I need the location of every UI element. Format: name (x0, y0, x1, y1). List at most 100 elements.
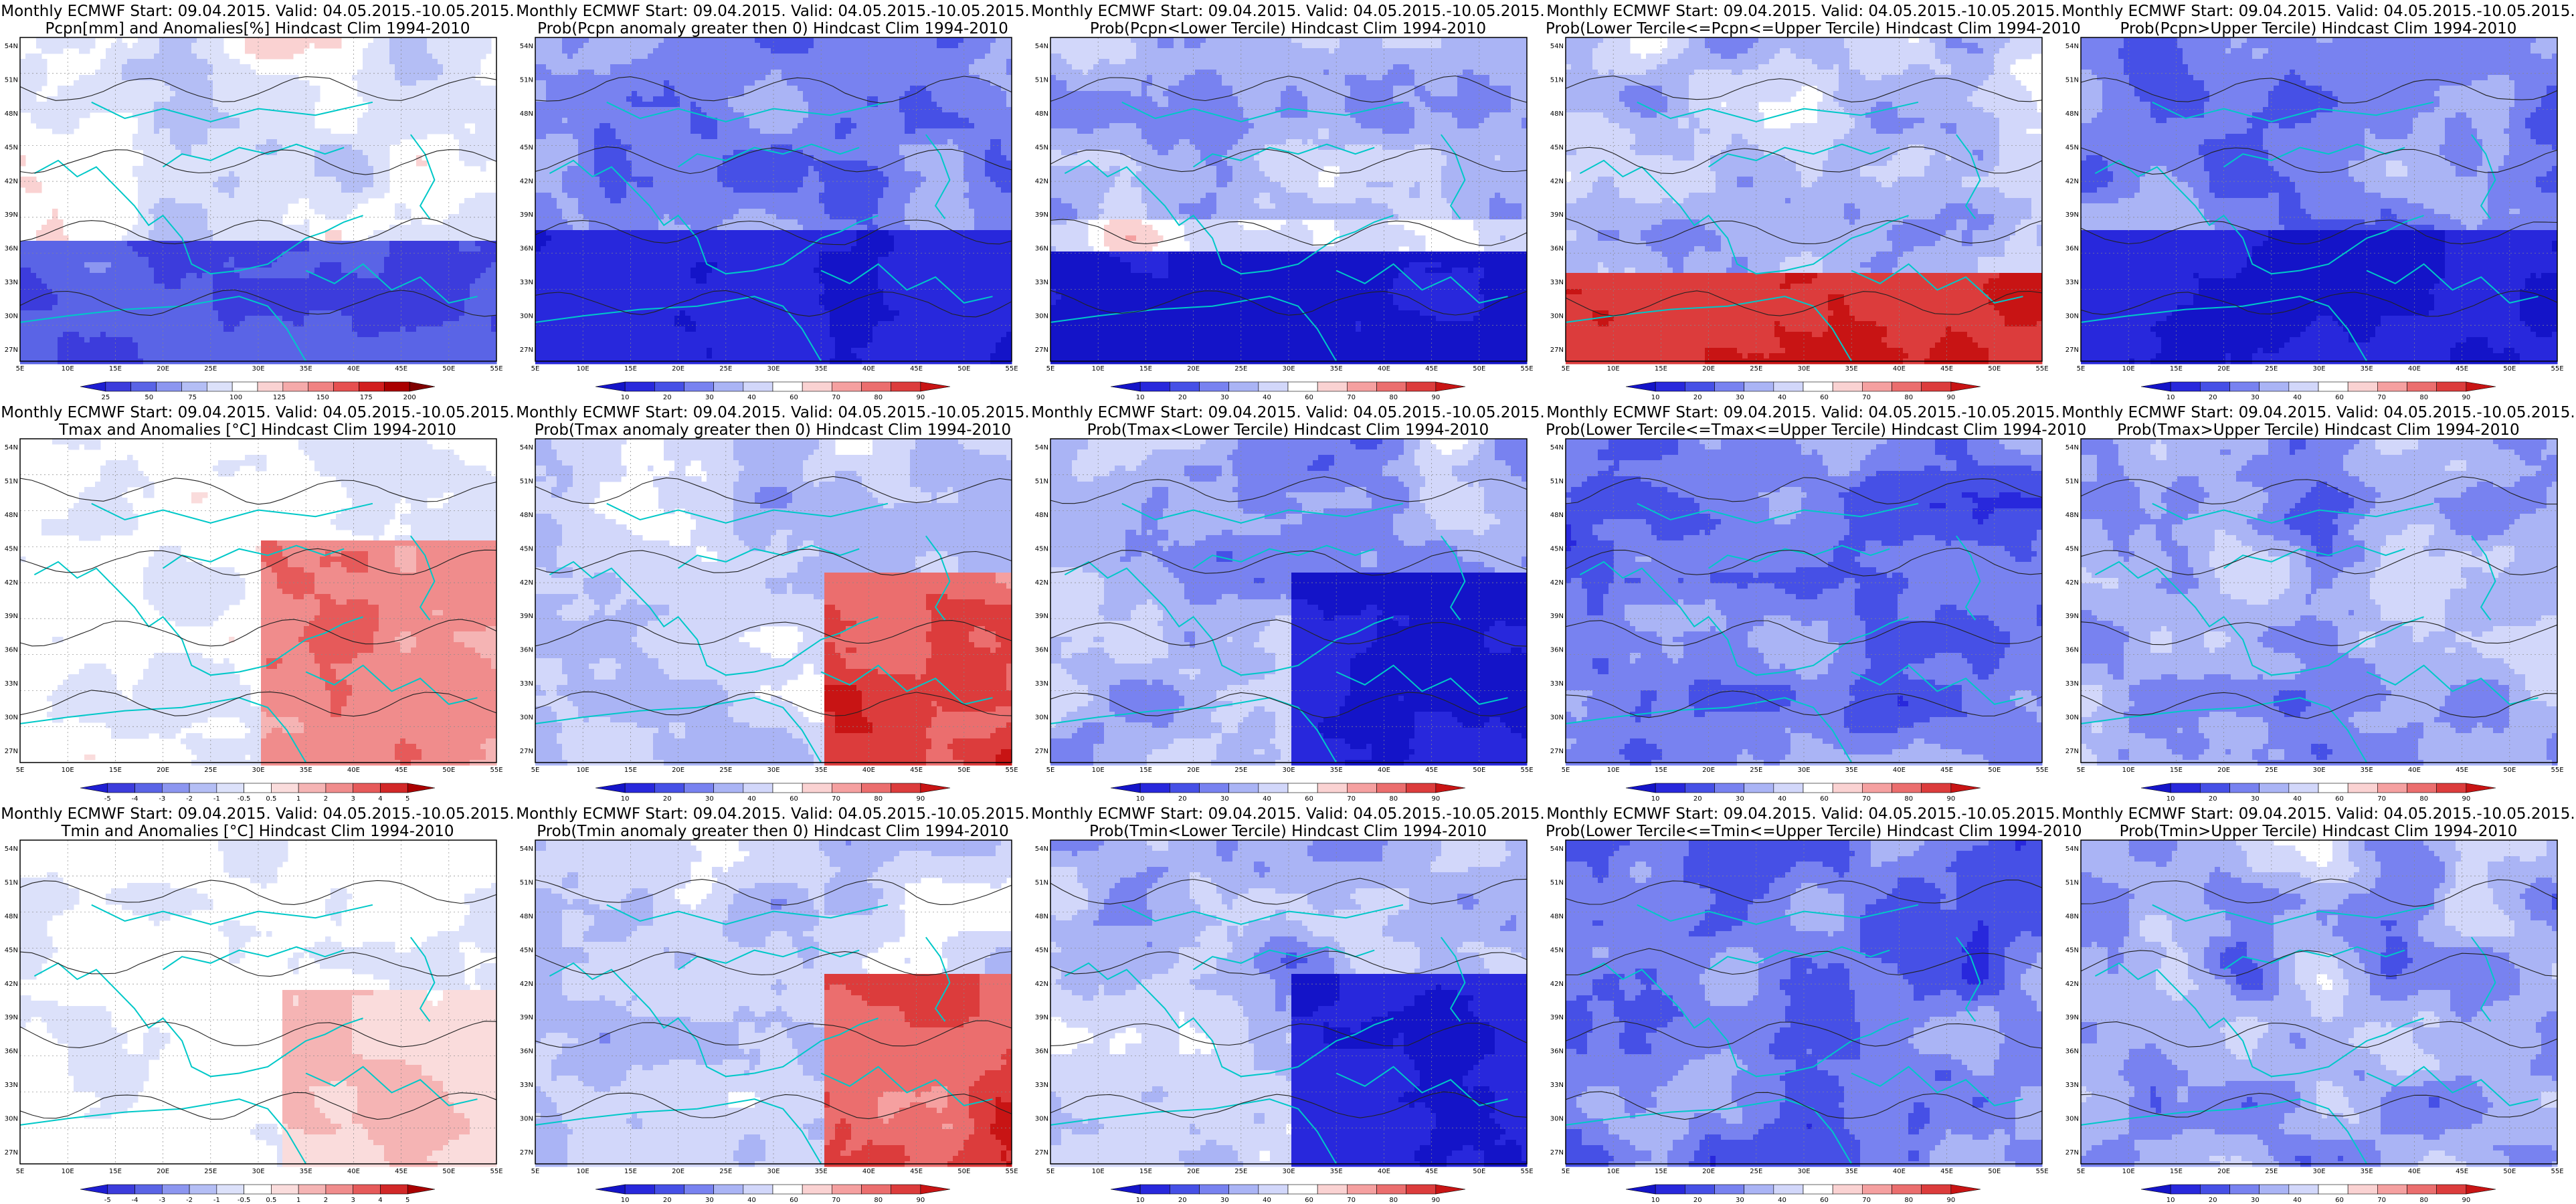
longitude-label: 50E (1473, 365, 1485, 373)
latitude-label: 33N (1035, 1082, 1048, 1089)
color-bar-swatch (308, 382, 334, 391)
color-bar-label: 90 (916, 795, 925, 803)
color-bar-swatch (2141, 1185, 2171, 1194)
latitude-label: 45N (1550, 144, 1564, 151)
latitude-label: 45N (5, 144, 18, 151)
color-bar-swatch (743, 783, 773, 793)
color-bar-label: 30 (2251, 1197, 2260, 1204)
longitude-label: 5E (2077, 365, 2086, 373)
color-bar-swatch (1436, 783, 1465, 793)
color-bar-label: 175 (360, 394, 373, 401)
color-bar-swatch (207, 382, 232, 391)
color-bar-label: 90 (916, 1197, 925, 1204)
color-bar-label: 10 (621, 1197, 630, 1204)
longitude-label: 5E (16, 1168, 25, 1175)
longitude-label: 10E (577, 365, 589, 373)
color-bar-label: 0.5 (266, 1197, 276, 1204)
color-bar-label: 90 (1946, 795, 1955, 803)
longitude-label: 10E (62, 365, 74, 373)
panel-title: Monthly ECMWF Start: 09.04.2015. Valid: … (2061, 404, 2576, 421)
longitude-label: 35E (1845, 767, 1858, 774)
color-bar-swatch (1200, 1185, 1229, 1194)
color-bar-swatch (1951, 783, 1981, 793)
longitude-label: 40E (2408, 767, 2421, 774)
color-bar-swatch (832, 382, 861, 391)
latitude-label: 33N (520, 1082, 533, 1089)
color-bar-label: 4 (378, 1197, 382, 1204)
longitude-label: 55E (1005, 767, 1018, 774)
latitude-label: 51N (1035, 879, 1048, 886)
color-bar-label: 70 (832, 1197, 840, 1204)
color-bar-label: 70 (1862, 394, 1871, 401)
color-bar-label: 100 (229, 394, 242, 401)
color-bar-swatch (108, 1185, 135, 1194)
longitude-label: 10E (577, 1168, 589, 1175)
color-bar-label: 90 (1946, 394, 1955, 401)
color-bar-swatch (832, 1185, 861, 1194)
longitude-label: 10E (1092, 767, 1105, 774)
color-bar-label: 80 (1389, 1197, 1398, 1204)
latitude-label: 51N (520, 879, 533, 886)
color-bar-swatch (2318, 382, 2348, 391)
longitude-label: 5E (531, 365, 540, 373)
panel-subtitle: Prob(Tmax<Lower Tercile) Hindcast Clim 1… (1030, 421, 1546, 439)
longitude-label: 50E (2503, 1168, 2516, 1175)
longitude-label: 25E (1750, 365, 1762, 373)
longitude-label: 55E (2035, 767, 2048, 774)
longitude-label: 30E (2312, 365, 2325, 373)
longitude-label: 25E (204, 767, 217, 774)
color-bar-swatch (1744, 1185, 1774, 1194)
latitude-label: 30N (5, 714, 18, 722)
color-bar-swatch (802, 1185, 832, 1194)
color-bar-swatch (359, 382, 384, 391)
color-bar-swatch (1774, 1185, 1803, 1194)
longitude-label: 20E (672, 1168, 684, 1175)
color-bar-swatch (862, 1185, 891, 1194)
longitude-label: 30E (2312, 767, 2325, 774)
latitude-label: 48N (5, 512, 18, 519)
panel-subtitle: Prob(Pcpn anomaly greater then 0) Hindca… (515, 20, 1030, 37)
color-bar-swatch (2200, 783, 2229, 793)
color-bar-swatch (1170, 783, 1199, 793)
latitude-label: 33N (520, 279, 533, 286)
color-bar-swatch (1377, 382, 1406, 391)
latitude-label: 39N (520, 613, 533, 620)
color-bar-swatch (654, 1185, 684, 1194)
color-bar-label: -2 (186, 795, 193, 803)
latitude-label: 48N (2065, 110, 2079, 118)
color-bar-swatch (334, 382, 359, 391)
color-bar-label: 60 (1305, 795, 1313, 803)
color-bar-swatch (380, 1185, 407, 1194)
color-bar-swatch (1229, 783, 1259, 793)
latitude-label: 39N (1550, 211, 1564, 219)
color-bar-swatch (1626, 382, 1655, 391)
longitude-label: 20E (672, 365, 684, 373)
latitude-label: 27N (520, 1149, 533, 1157)
longitude-label: 20E (157, 365, 169, 373)
longitude-label: 50E (1473, 1168, 1485, 1175)
latitude-label: 27N (1035, 346, 1048, 354)
longitude-label: 15E (624, 365, 637, 373)
color-bar-label: 25 (101, 394, 110, 401)
color-bar-swatch (1715, 1185, 1744, 1194)
color-bar-swatch (2407, 783, 2437, 793)
panel-title: Monthly ECMWF Start: 09.04.2015. Valid: … (1546, 3, 2061, 20)
latitude-label: 42N (1035, 178, 1048, 185)
longitude-label: 55E (490, 1168, 502, 1175)
longitude-label: 10E (577, 767, 589, 774)
latitude-label: 27N (1550, 748, 1564, 755)
map-panel: 54N 51N 48N 45N 42N 39N 36N 33N 30N 27N 5E 10E 15E 20… (515, 803, 1030, 1204)
color-bar-swatch (2141, 382, 2171, 391)
latitude-label: 39N (1550, 613, 1564, 620)
coastline (411, 134, 435, 219)
color-bar-label: 30 (705, 1197, 714, 1204)
longitude-label: 50E (2503, 767, 2516, 774)
color-bar-label: 40 (2293, 795, 2302, 803)
color-bar-swatch (743, 382, 773, 391)
map-panel: 54N 51N 48N 45N 42N 39N 36N 33N 30N 27N 5E 10E 15E 20… (1030, 401, 1546, 803)
color-bar-swatch (2437, 1185, 2466, 1194)
latitude-label: 51N (5, 76, 18, 84)
color-bar-label: 125 (273, 394, 286, 401)
